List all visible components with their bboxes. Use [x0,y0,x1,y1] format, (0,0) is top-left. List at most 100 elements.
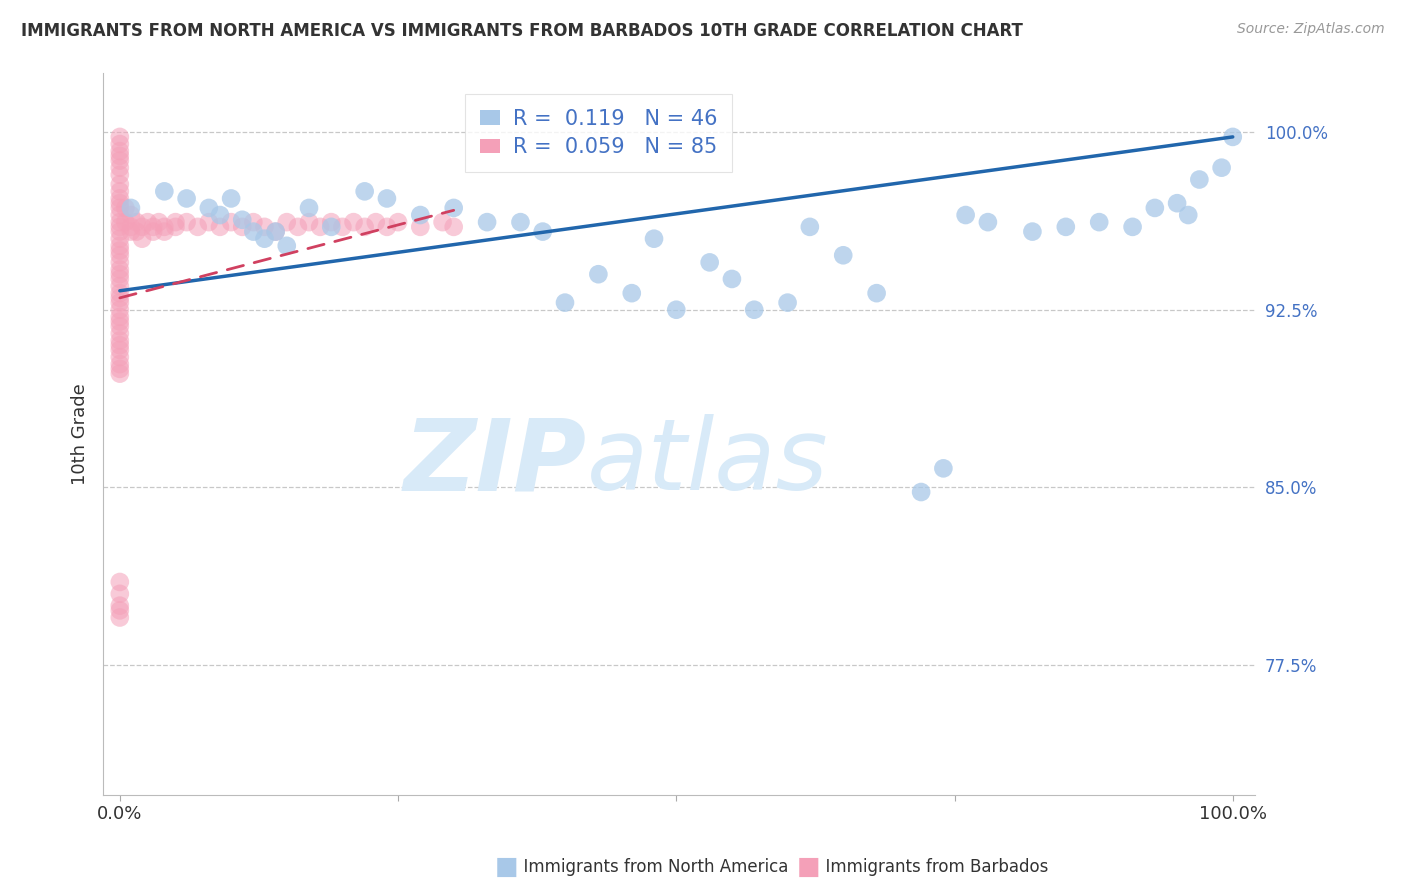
Point [131,232,153,246]
Point [932,461,955,475]
Point [387,215,409,229]
Point [1166,196,1188,211]
Point [198,215,221,229]
Point [276,239,298,253]
Point [108,219,131,234]
Point [219,215,242,229]
Point [108,232,131,246]
Point [120,219,142,234]
Point [120,201,142,215]
Point [332,219,354,234]
Point [298,215,321,229]
Y-axis label: 10th Grade: 10th Grade [72,384,89,485]
Point [108,244,131,258]
Point [108,239,131,253]
Point [108,338,131,352]
Point [554,295,576,310]
Point [443,201,465,215]
Point [353,219,375,234]
Text: ■: ■ [797,855,820,879]
Point [108,267,131,281]
Point [108,208,131,222]
Point [108,255,131,269]
Point [153,225,176,239]
Point [475,215,498,229]
Text: Immigrants from North America: Immigrants from North America [513,858,789,876]
Point [208,219,231,234]
Point [955,208,977,222]
Point [108,201,131,215]
Point [1188,172,1211,186]
Point [120,208,142,222]
Point [108,357,131,371]
Text: Source: ZipAtlas.com: Source: ZipAtlas.com [1237,22,1385,37]
Point [114,215,136,229]
Point [108,295,131,310]
Point [108,191,131,205]
Point [276,215,298,229]
Point [108,262,131,277]
Point [364,215,387,229]
Point [1054,219,1077,234]
Text: atlas: atlas [586,415,828,511]
Point [776,295,799,310]
Point [108,315,131,329]
Point [977,215,1000,229]
Point [1122,219,1144,234]
Point [120,225,142,239]
Point [108,610,131,624]
Point [108,334,131,348]
Point [375,191,398,205]
Point [108,310,131,324]
Point [142,219,165,234]
Point [910,485,932,500]
Point [353,185,375,199]
Point [176,215,198,229]
Point [108,178,131,192]
Point [108,343,131,357]
Point [108,302,131,317]
Point [309,219,332,234]
Point [108,367,131,381]
Point [620,286,643,301]
Point [509,215,531,229]
Point [409,219,432,234]
Point [643,232,665,246]
Point [1177,208,1199,222]
Point [108,350,131,364]
Point [198,201,221,215]
Point [108,168,131,182]
Point [231,212,253,227]
Point [264,225,287,239]
Point [342,215,364,229]
Point [721,272,744,286]
Point [187,219,209,234]
Point [114,201,136,215]
Point [153,219,176,234]
Point [231,219,253,234]
Point [1021,225,1043,239]
Point [287,219,309,234]
Point [321,219,343,234]
Point [242,225,264,239]
Point [108,185,131,199]
Point [148,215,170,229]
Point [531,225,554,239]
Point [799,219,821,234]
Point [165,215,187,229]
Point [108,599,131,613]
Point [1211,161,1233,175]
Text: IMMIGRANTS FROM NORTH AMERICA VS IMMIGRANTS FROM BARBADOS 10TH GRADE CORRELATION: IMMIGRANTS FROM NORTH AMERICA VS IMMIGRA… [21,22,1024,40]
Point [176,191,198,205]
Point [108,326,131,341]
Point [108,587,131,601]
Point [108,248,131,262]
Point [108,279,131,293]
Point [108,161,131,175]
Point [588,267,610,281]
Point [108,196,131,211]
Point [264,225,287,239]
Point [108,362,131,376]
Point [131,219,153,234]
Point [298,201,321,215]
